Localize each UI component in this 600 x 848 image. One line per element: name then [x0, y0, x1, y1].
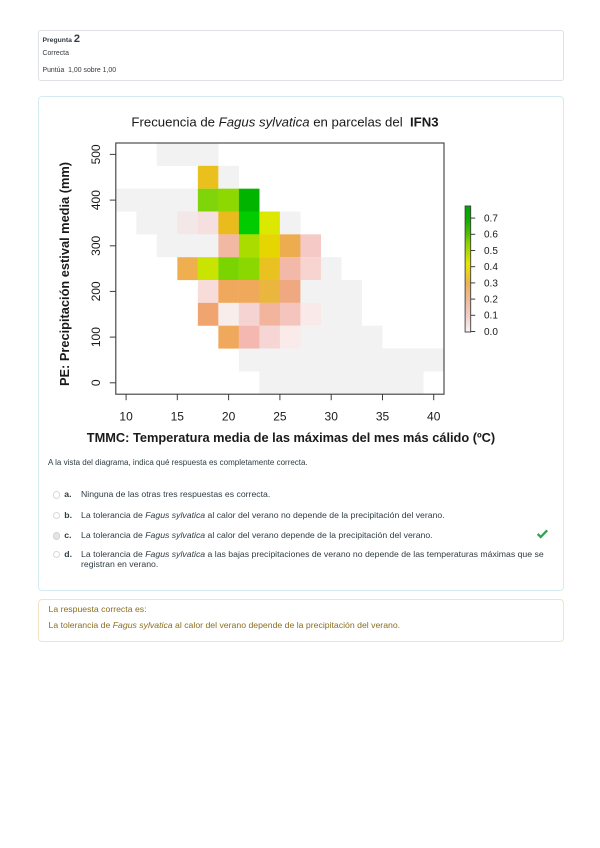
svg-text:0.6: 0.6: [484, 230, 498, 241]
svg-text:TMMC: Temperatura media de las: TMMC: Temperatura media de las máximas d…: [87, 430, 495, 445]
svg-text:200: 200: [89, 281, 103, 301]
svg-text:Frecuencia de Fagus sylvatica: Frecuencia de Fagus sylvatica en parcela…: [131, 115, 438, 130]
svg-text:0.7: 0.7: [484, 214, 498, 225]
svg-text:0.4: 0.4: [484, 262, 498, 273]
svg-text:0: 0: [89, 379, 103, 386]
svg-text:400: 400: [89, 190, 103, 210]
svg-text:30: 30: [325, 409, 339, 423]
svg-text:15: 15: [171, 409, 185, 423]
svg-text:35: 35: [376, 409, 390, 423]
svg-text:0.3: 0.3: [484, 278, 498, 289]
svg-text:300: 300: [89, 235, 103, 255]
svg-text:0.0: 0.0: [484, 327, 498, 338]
svg-text:25: 25: [273, 409, 287, 423]
svg-text:10: 10: [119, 409, 133, 423]
svg-text:0.2: 0.2: [484, 295, 498, 306]
svg-text:40: 40: [427, 409, 441, 423]
svg-text:PE: Precipitación estival medi: PE: Precipitación estival media (mm): [57, 162, 72, 386]
svg-text:100: 100: [89, 327, 103, 347]
svg-text:0.5: 0.5: [484, 246, 498, 257]
svg-text:0.1: 0.1: [484, 311, 498, 322]
svg-text:500: 500: [89, 144, 103, 164]
svg-text:20: 20: [222, 409, 236, 423]
